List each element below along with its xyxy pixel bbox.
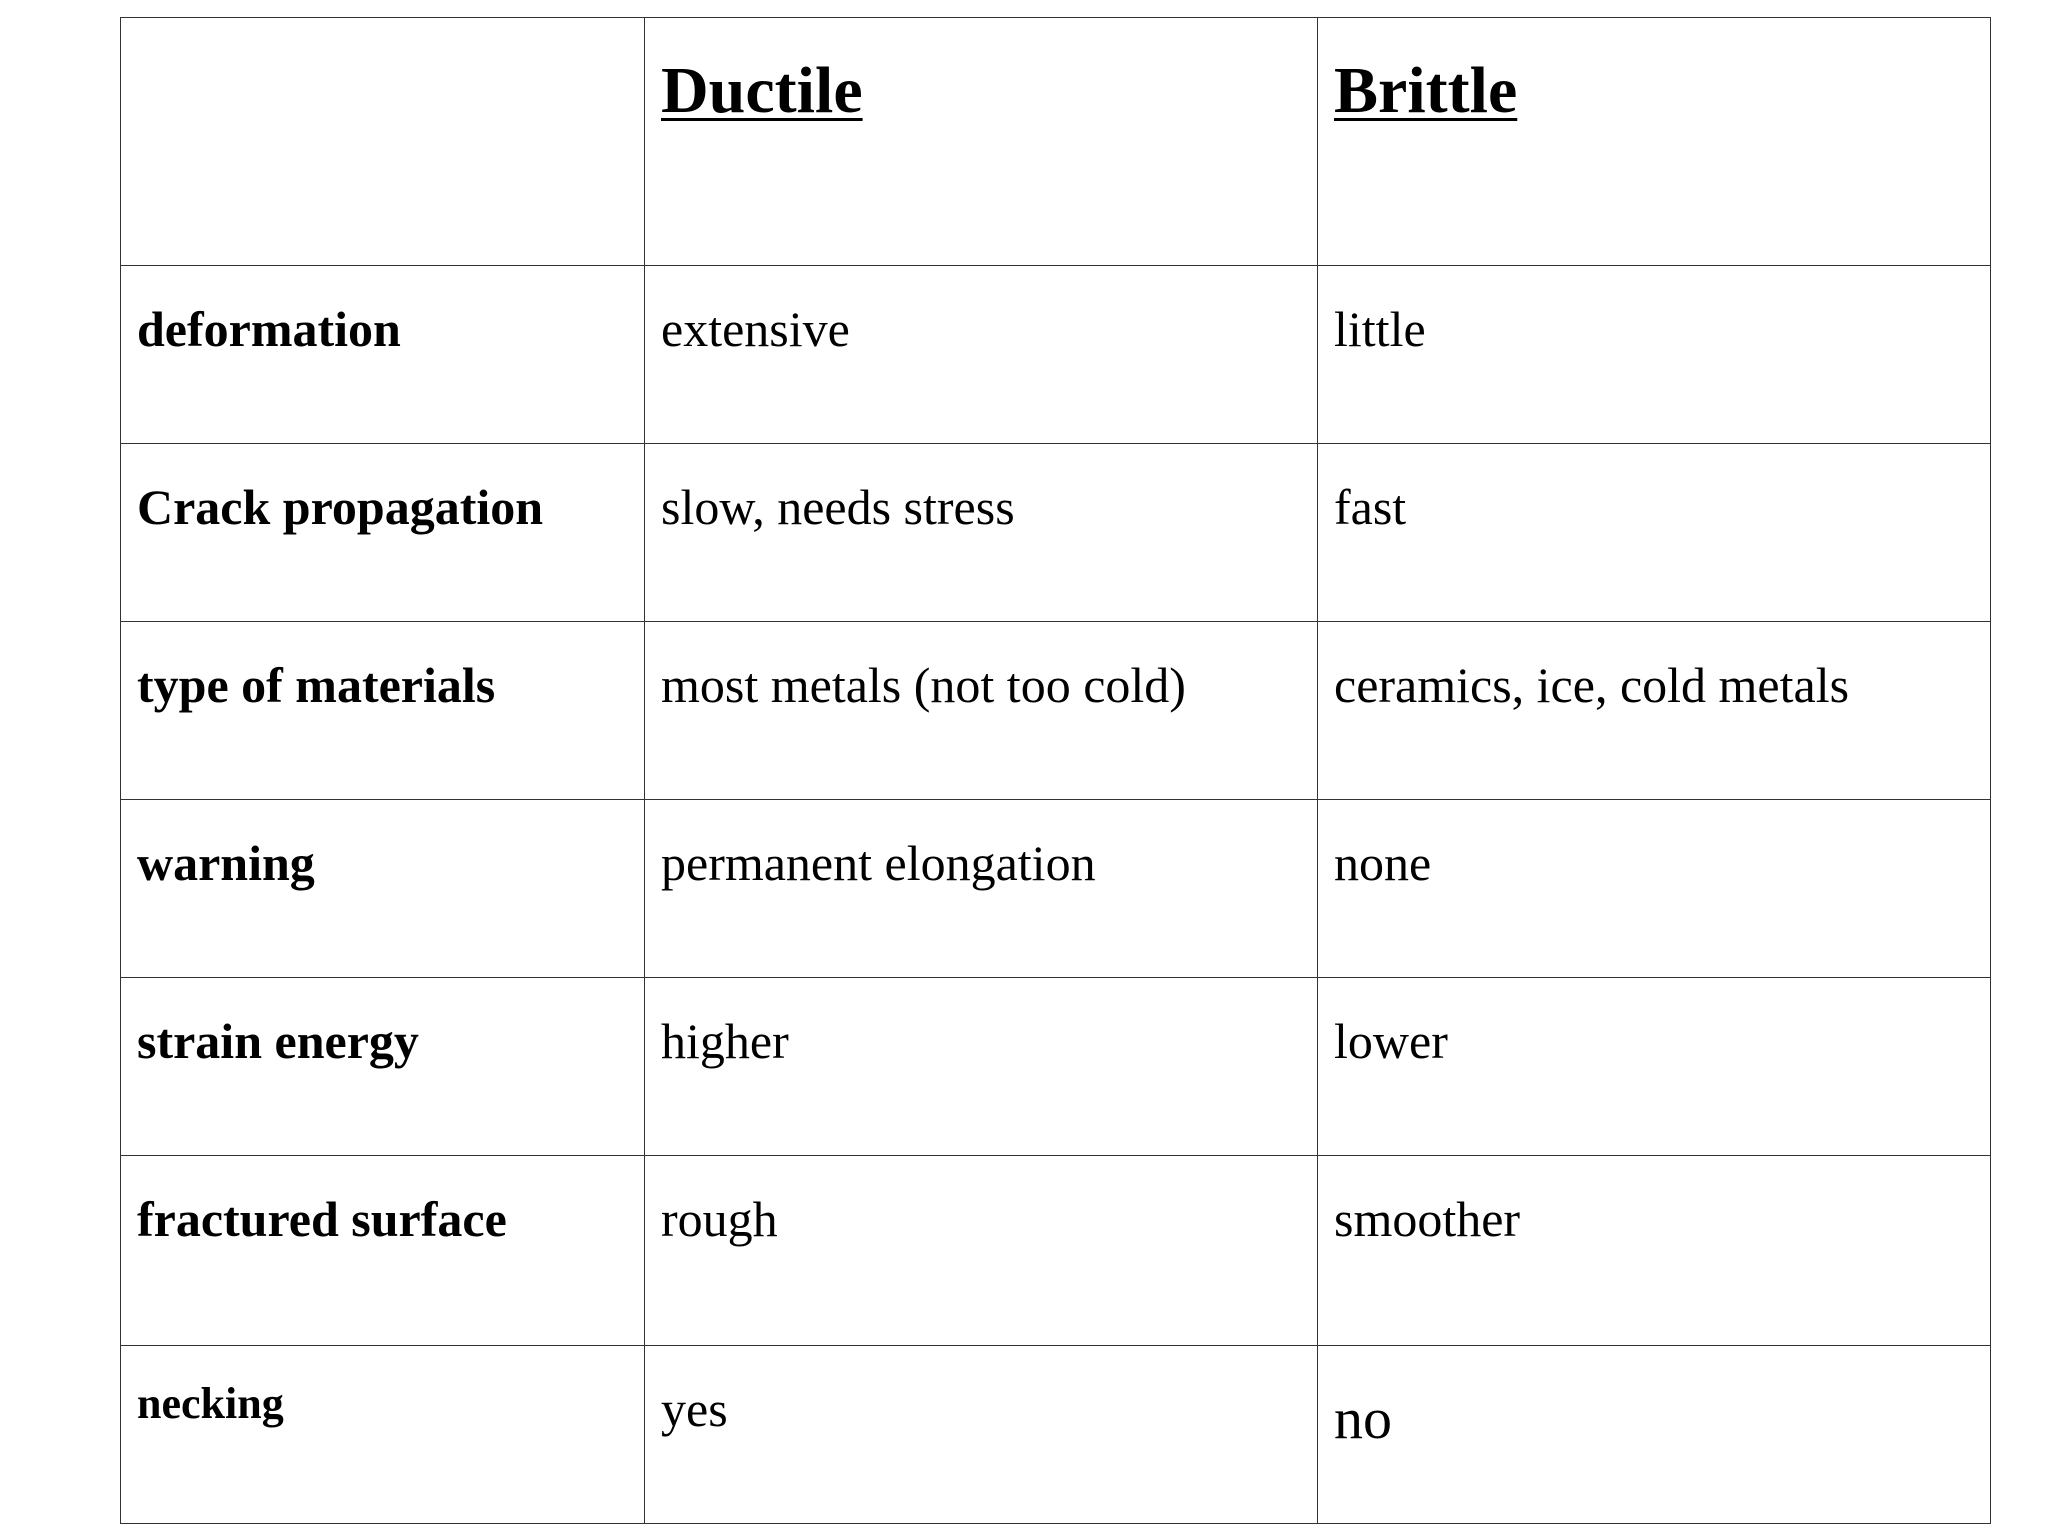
brittle-value: little xyxy=(1334,301,1426,357)
ductile-value: rough xyxy=(661,1191,778,1247)
row-label: fractured surface xyxy=(137,1191,507,1247)
table-row: strain energy higher lower xyxy=(120,977,1991,1156)
ductile-value: most metals (not too cold) xyxy=(661,657,1186,713)
brittle-header: Brittle xyxy=(1334,54,1518,127)
table-row: Crack propagation slow, needs stress fas… xyxy=(120,443,1991,622)
ductile-header: Ductile xyxy=(661,54,863,127)
header-cell-empty xyxy=(120,17,645,266)
ductile-value: yes xyxy=(661,1381,728,1437)
ductile-cell: higher xyxy=(644,977,1318,1156)
row-label: deformation xyxy=(137,301,401,357)
row-label-cell: fractured surface xyxy=(120,1155,645,1346)
row-label-cell: warning xyxy=(120,799,645,978)
row-label-cell: deformation xyxy=(120,265,645,444)
brittle-cell: smoother xyxy=(1317,1155,1991,1346)
row-label-cell: type of materials xyxy=(120,621,645,800)
row-label: type of materials xyxy=(137,657,496,713)
ductile-value: permanent elongation xyxy=(661,835,1096,891)
table-row: fractured surface rough smoother xyxy=(120,1155,1991,1346)
ductile-cell: yes xyxy=(644,1345,1318,1524)
table-row: type of materials most metals (not too c… xyxy=(120,621,1991,800)
ductile-cell: most metals (not too cold) xyxy=(644,621,1318,800)
table-row: warning permanent elongation none xyxy=(120,799,1991,978)
ductile-cell: slow, needs stress xyxy=(644,443,1318,622)
brittle-value: none xyxy=(1334,835,1432,891)
brittle-value: lower xyxy=(1334,1013,1448,1069)
table-header-row: Ductile Brittle xyxy=(120,17,1991,266)
row-label-cell: Crack propagation xyxy=(120,443,645,622)
header-cell-ductile: Ductile xyxy=(644,17,1318,266)
brittle-cell: no xyxy=(1317,1345,1991,1524)
row-label-cell: strain energy xyxy=(120,977,645,1156)
brittle-value: no xyxy=(1334,1386,1392,1451)
table-row: necking yes no xyxy=(120,1345,1991,1524)
ductile-cell: extensive xyxy=(644,265,1318,444)
ductile-cell: rough xyxy=(644,1155,1318,1346)
ductile-value: slow, needs stress xyxy=(661,479,1015,535)
row-label: warning xyxy=(137,835,315,891)
row-label: Crack propagation xyxy=(137,479,544,535)
row-label-cell: necking xyxy=(120,1345,645,1524)
ductile-cell: permanent elongation xyxy=(644,799,1318,978)
brittle-value: ceramics, ice, cold metals xyxy=(1334,657,1850,713)
comparison-table: Ductile Brittle deformation extensive li… xyxy=(120,17,1991,1524)
brittle-cell: none xyxy=(1317,799,1991,978)
table-row: deformation extensive little xyxy=(120,265,1991,444)
header-cell-brittle: Brittle xyxy=(1317,17,1991,266)
ductile-value: higher xyxy=(661,1013,789,1069)
ductile-value: extensive xyxy=(661,301,850,357)
brittle-cell: little xyxy=(1317,265,1991,444)
brittle-cell: fast xyxy=(1317,443,1991,622)
brittle-value: fast xyxy=(1334,479,1407,535)
row-label: necking xyxy=(137,1379,284,1428)
brittle-cell: lower xyxy=(1317,977,1991,1156)
brittle-value: smoother xyxy=(1334,1191,1521,1247)
brittle-cell: ceramics, ice, cold metals xyxy=(1317,621,1991,800)
row-label: strain energy xyxy=(137,1013,419,1069)
